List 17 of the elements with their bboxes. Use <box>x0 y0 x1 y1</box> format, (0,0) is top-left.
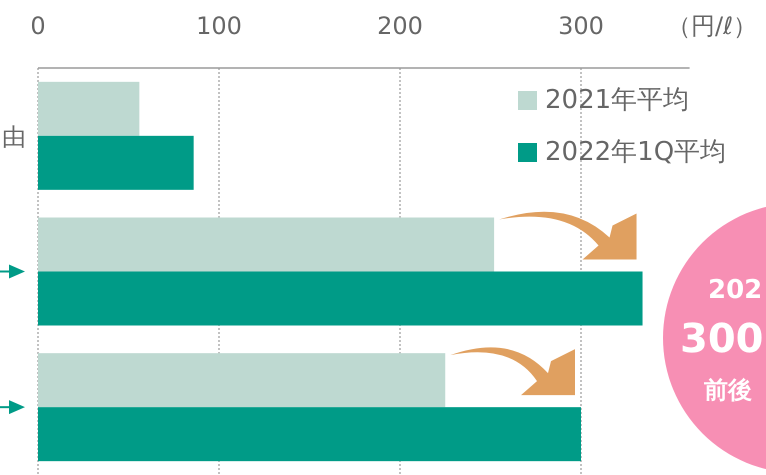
legend-label: 2021年平均 <box>545 85 690 115</box>
bar <box>38 353 446 408</box>
x-tick-label: 0 <box>30 12 46 40</box>
bar <box>38 272 643 326</box>
legend-label: 2022年1Q平均 <box>545 137 726 167</box>
x-tick-label: 300 <box>558 12 604 40</box>
bar <box>38 407 581 462</box>
bar <box>38 218 494 272</box>
annotation: 300 <box>680 316 764 362</box>
text: 202 <box>708 275 762 305</box>
x-tick-label: 200 <box>377 12 423 40</box>
x-axis-title: （円/ℓ） <box>667 12 757 40</box>
y-tick-label: 由 <box>2 122 26 151</box>
bar <box>38 82 140 136</box>
bar <box>38 136 194 190</box>
text: 前後 <box>703 376 752 404</box>
x-tick-label: 100 <box>196 12 242 40</box>
